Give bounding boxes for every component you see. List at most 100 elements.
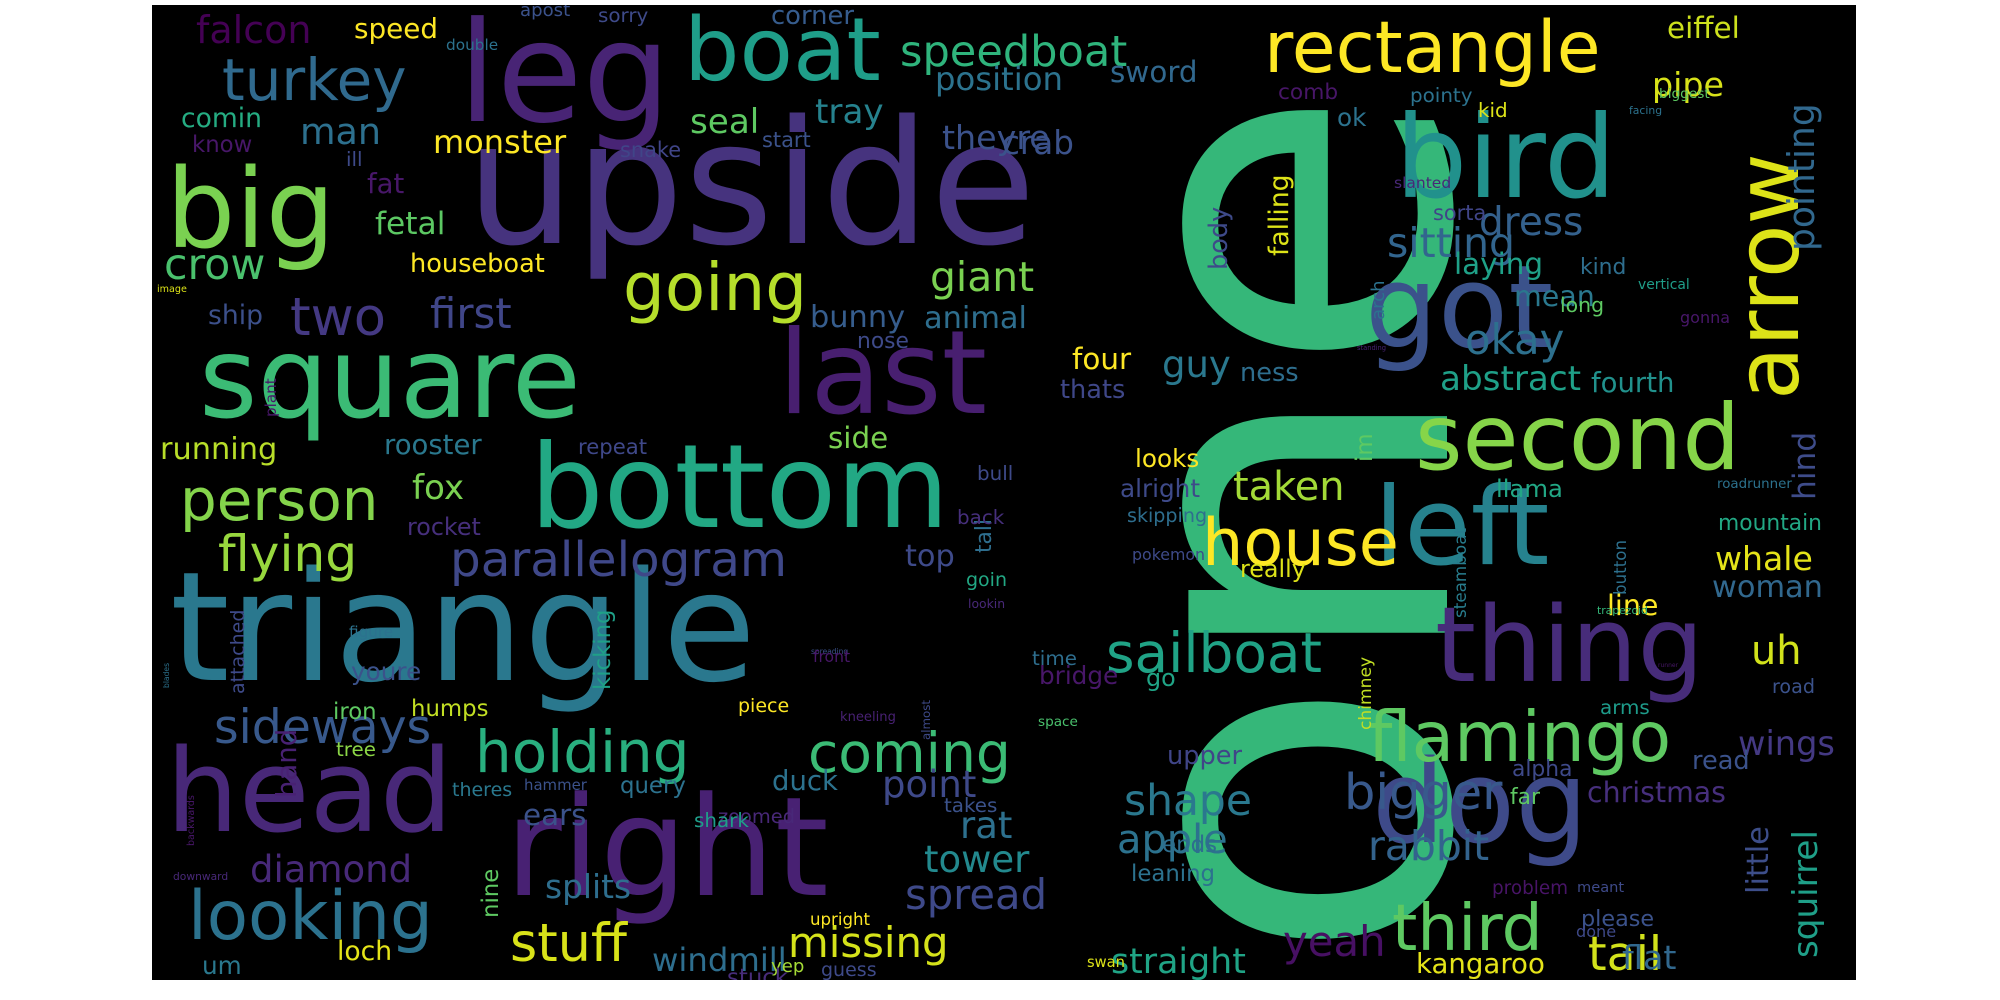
word-cloud-word: falcon xyxy=(196,8,312,52)
word-cloud-word: four xyxy=(1072,341,1132,376)
word-cloud-word: yep xyxy=(771,956,805,978)
word-cloud-word: fat xyxy=(367,167,405,200)
word-cloud-word: straight xyxy=(1111,942,1246,980)
word-cloud-word: position xyxy=(935,59,1063,98)
word-cloud-word: kid xyxy=(1478,98,1508,122)
word-cloud-word: theyre xyxy=(942,117,1050,157)
word-cloud-word: vertical xyxy=(1638,277,1690,294)
word-cloud-word: comb xyxy=(1278,79,1339,105)
word-cloud-word: left xyxy=(1374,462,1550,590)
word-cloud-word: wings xyxy=(1738,724,1835,764)
word-cloud-word: rocket xyxy=(407,512,481,541)
word-cloud-word: comin xyxy=(181,102,263,134)
word-cloud-word: llama xyxy=(1496,473,1563,503)
word-cloud-word: bridge xyxy=(1039,660,1119,690)
word-cloud-word: rectangle xyxy=(1264,5,1601,89)
word-cloud-word: two xyxy=(290,287,386,349)
word-cloud-word: crab xyxy=(1002,124,1074,163)
word-cloud-word: apple xyxy=(1117,817,1228,864)
word-cloud-word: im xyxy=(1352,433,1378,462)
word-cloud-word: sailboat xyxy=(1106,620,1322,685)
word-cloud-word: takes xyxy=(944,793,998,817)
word-cloud-word: double xyxy=(446,35,499,54)
word-cloud-word: upper xyxy=(1167,740,1242,771)
word-cloud-word: guess xyxy=(821,958,877,980)
word-cloud-word: roadrunner xyxy=(1717,477,1792,493)
word-cloud-word: splits xyxy=(545,868,632,907)
word-cloud-word: please xyxy=(1581,905,1655,932)
word-cloud-word: third xyxy=(1392,890,1543,966)
word-cloud-word: side xyxy=(828,420,889,455)
word-cloud-word: looks xyxy=(1135,443,1200,473)
word-cloud-word: ness xyxy=(1240,357,1299,388)
word-cloud-word: tail xyxy=(1588,927,1663,980)
word-cloud-word: really xyxy=(1240,554,1306,583)
word-cloud-word: spread xyxy=(905,870,1048,920)
word-cloud-word: yeah xyxy=(1283,917,1386,967)
word-cloud-word: leaning xyxy=(1131,860,1216,887)
word-cloud-word: woman xyxy=(1712,569,1823,605)
word-cloud-word: sorry xyxy=(598,5,649,27)
word-cloud-word: ill xyxy=(346,147,363,171)
word-cloud-word: little xyxy=(1741,826,1776,894)
word-cloud-word: laying xyxy=(1454,246,1544,281)
word-cloud-word: bull xyxy=(977,461,1014,485)
word-cloud-word: far xyxy=(1510,784,1540,810)
word-cloud-word: thing xyxy=(1435,583,1704,706)
word-cloud-word: going xyxy=(623,249,808,327)
word-cloud-word: runner xyxy=(1658,662,1679,669)
word-cloud-word: square xyxy=(199,313,581,444)
word-cloud-word: top xyxy=(905,538,955,574)
word-cloud-word: fetal xyxy=(375,205,446,242)
word-cloud-word: house xyxy=(1202,505,1399,582)
word-cloud-word: know xyxy=(192,131,253,158)
word-cloud-word: youre xyxy=(351,656,422,686)
word-cloud-word: button xyxy=(1610,539,1630,595)
word-cloud-word: coming xyxy=(808,721,1011,786)
word-cloud-word: first xyxy=(430,289,512,339)
word-cloud-word: loch xyxy=(337,935,393,967)
word-cloud-word: kneeling xyxy=(840,710,896,726)
word-cloud-word: okay xyxy=(1465,315,1565,365)
word-cloud-word: start xyxy=(762,127,811,152)
word-cloud-word: tower xyxy=(924,837,1030,881)
word-cloud-word: tray xyxy=(815,91,884,132)
word-cloud-word: upright xyxy=(810,909,871,929)
word-cloud-word: speedboat xyxy=(900,26,1128,77)
word-cloud-word: big xyxy=(166,145,336,273)
word-cloud-word: alpha xyxy=(1512,756,1573,782)
word-cloud-word: ok xyxy=(1337,102,1367,132)
word-cloud-word: dog xyxy=(1372,736,1589,871)
word-cloud-word: thats xyxy=(1060,374,1126,405)
word-cloud-word: stuck xyxy=(727,964,788,980)
word-cloud-word: sideways xyxy=(214,700,432,756)
word-cloud-word: bunny xyxy=(810,299,906,335)
word-cloud-word: pokemon xyxy=(1132,545,1206,565)
word-cloud-word: alright xyxy=(1120,473,1200,503)
word-cloud-word: triangle xyxy=(170,539,757,716)
word-cloud-word: sorta xyxy=(1433,200,1487,225)
word-cloud-word: nine xyxy=(478,868,504,918)
word-cloud-word: hind xyxy=(1787,431,1823,500)
word-cloud-word: zoomed xyxy=(718,805,796,829)
word-cloud-word: parallelogram xyxy=(450,532,788,589)
word-cloud-word: downward xyxy=(173,870,229,884)
word-cloud-word: line xyxy=(1607,588,1659,622)
word-cloud-word: kicking xyxy=(590,609,616,690)
word-cloud-word: biggest xyxy=(1659,85,1710,102)
word-cloud-word: animal xyxy=(924,300,1027,336)
word-cloud-word: humps xyxy=(411,695,489,722)
word-cloud-word: turkey xyxy=(222,45,407,114)
word-cloud-word: houseboat xyxy=(410,248,545,279)
word-cloud-word: corner xyxy=(771,5,854,31)
word-cloud-word: abstract xyxy=(1440,358,1582,399)
word-cloud-word: long xyxy=(1560,292,1605,317)
word-cloud-word: guy xyxy=(1162,342,1231,386)
word-cloud-word: last xyxy=(778,306,988,442)
word-cloud-word: monster xyxy=(433,123,567,161)
word-cloud-word: spreading xyxy=(811,646,849,656)
word-cloud-word: backwards xyxy=(186,795,197,846)
word-cloud-word: lookin xyxy=(968,595,1006,611)
word-cloud-word: snake xyxy=(620,137,682,162)
word-cloud-word: crow xyxy=(164,240,266,291)
